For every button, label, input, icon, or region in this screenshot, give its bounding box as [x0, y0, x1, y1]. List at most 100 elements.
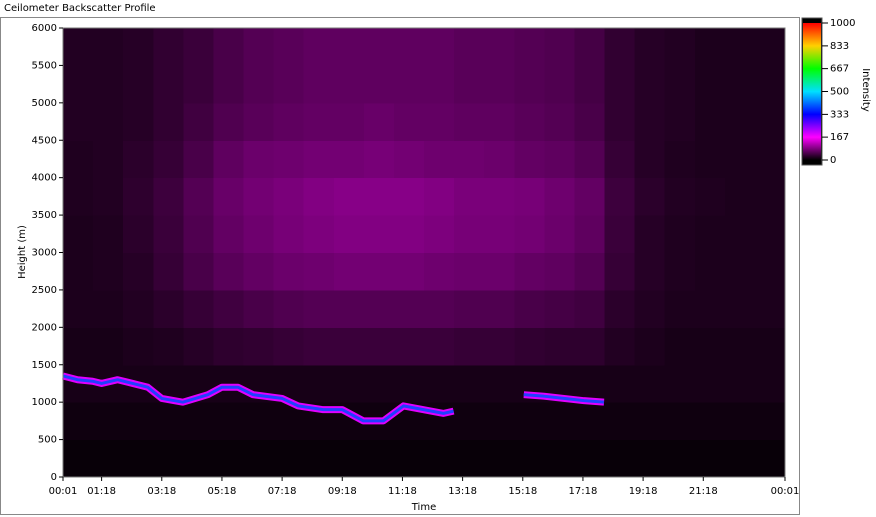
- heat-cell: [393, 102, 425, 141]
- heat-cell: [754, 140, 786, 179]
- heat-cell: [484, 289, 515, 328]
- heat-cell: [273, 439, 305, 478]
- heat-cell: [63, 439, 94, 478]
- y-tick-label: 500: [38, 435, 57, 446]
- heat-cell: [754, 28, 786, 66]
- heat-cell: [303, 28, 335, 66]
- y-tick-label: 4000: [32, 173, 57, 184]
- heat-cell: [604, 28, 636, 66]
- heat-cell: [153, 252, 184, 291]
- heat-cell: [634, 289, 666, 328]
- heat-cell: [664, 289, 696, 328]
- heat-cell: [183, 102, 214, 141]
- heat-cell: [574, 289, 605, 328]
- heat-cell: [634, 327, 666, 366]
- x-tick-label: 17:18: [569, 486, 598, 497]
- heat-cell: [243, 177, 275, 216]
- heat-cell: [333, 177, 365, 216]
- heat-cell: [634, 65, 666, 104]
- heat-cell: [363, 252, 395, 291]
- heat-cell: [454, 102, 485, 141]
- heat-cell: [93, 140, 124, 179]
- heat-cell: [484, 102, 515, 141]
- heat-cell: [694, 439, 726, 478]
- heat-cell: [454, 140, 485, 179]
- heat-cell: [664, 65, 696, 104]
- heat-cell: [363, 65, 395, 104]
- heat-cell: [363, 140, 395, 179]
- heat-cell: [514, 289, 545, 328]
- heat-cell: [63, 140, 94, 179]
- heat-cell: [424, 177, 455, 216]
- heat-cell: [514, 402, 545, 441]
- heat-cell: [63, 215, 94, 253]
- heat-cell: [574, 102, 605, 141]
- heat-cell: [544, 327, 575, 366]
- heat-cell: [574, 439, 605, 478]
- heat-cell: [694, 364, 726, 403]
- heat-cell: [363, 289, 395, 328]
- heat-cell: [363, 215, 395, 253]
- colorbar-gradient: [803, 23, 821, 160]
- heat-cell: [424, 439, 455, 478]
- heat-cell: [213, 215, 244, 253]
- heat-cell: [664, 252, 696, 291]
- heat-cell: [93, 177, 124, 216]
- panel-frame: [0, 17, 800, 515]
- heat-cell: [93, 439, 124, 478]
- heat-cell: [454, 215, 485, 253]
- heat-cell: [303, 177, 335, 216]
- heat-cell: [393, 364, 425, 403]
- heat-cell: [544, 289, 575, 328]
- heat-cell: [183, 215, 214, 253]
- heat-cell: [183, 289, 214, 328]
- heat-cell: [754, 289, 786, 328]
- heat-cell: [123, 140, 154, 179]
- heat-cell: [424, 140, 455, 179]
- heat-cell: [93, 327, 124, 366]
- heat-cell: [694, 65, 726, 104]
- heat-cell: [63, 65, 94, 104]
- heat-cell: [303, 215, 335, 253]
- heat-cell: [63, 402, 94, 441]
- heat-cell: [454, 402, 485, 441]
- heat-cell: [333, 327, 365, 366]
- heat-cell: [333, 28, 365, 66]
- heat-cell: [363, 327, 395, 366]
- colorbar-tick-label: 500: [830, 87, 849, 98]
- heat-cell: [724, 289, 756, 328]
- x-tick-label: 07:18: [268, 486, 297, 497]
- y-tick-label: 4500: [32, 135, 57, 146]
- x-tick-label: 00:01: [49, 486, 78, 497]
- heat-cell: [273, 28, 305, 66]
- heat-cell: [153, 439, 184, 478]
- heat-cell: [273, 177, 305, 216]
- heat-cell: [724, 177, 756, 216]
- heat-cell: [544, 252, 575, 291]
- x-tick-label: 15:18: [508, 486, 537, 497]
- heat-cell: [424, 28, 455, 66]
- heat-cell: [393, 28, 425, 66]
- heat-cell: [604, 252, 636, 291]
- y-tick-label: 2000: [32, 322, 57, 333]
- y-tick-label: 3000: [32, 248, 57, 259]
- heat-cell: [153, 28, 184, 66]
- heat-cell: [333, 289, 365, 328]
- heat-cell: [153, 215, 184, 253]
- colorbar-tick-label: 167: [830, 132, 849, 143]
- heat-cell: [664, 102, 696, 141]
- colorbar-tick-label: 333: [830, 109, 849, 120]
- heat-cell: [303, 289, 335, 328]
- heat-cell: [123, 327, 154, 366]
- heat-cell: [123, 439, 154, 478]
- heat-cell: [694, 28, 726, 66]
- heat-cell: [123, 65, 154, 104]
- colorbar-tick-label: 0: [830, 155, 836, 166]
- heat-cell: [604, 215, 636, 253]
- heat-cell: [604, 327, 636, 366]
- colorbar-tick-label: 833: [830, 41, 849, 52]
- heat-cell: [153, 327, 184, 366]
- x-tick-label: 05:18: [208, 486, 237, 497]
- heat-cell: [514, 177, 545, 216]
- heat-cell: [484, 65, 515, 104]
